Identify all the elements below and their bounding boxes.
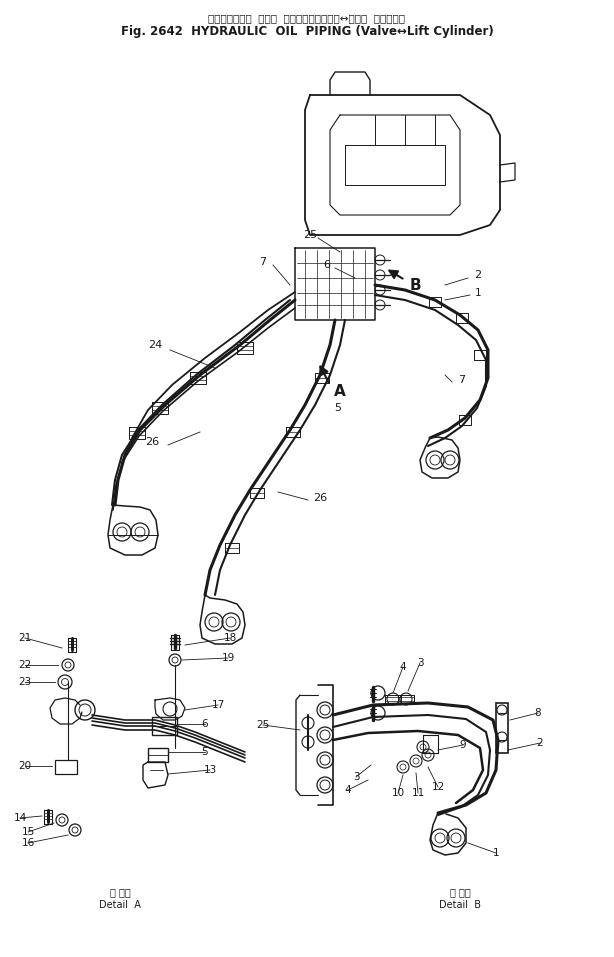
Text: 13: 13: [203, 765, 217, 775]
Text: 17: 17: [211, 700, 225, 710]
Text: 6: 6: [324, 260, 330, 270]
Text: 5: 5: [335, 403, 341, 413]
Text: 21: 21: [18, 633, 32, 643]
Bar: [152, 717, 177, 735]
Text: 25: 25: [303, 230, 317, 240]
Text: 26: 26: [313, 493, 327, 503]
Text: Detail  A: Detail A: [99, 900, 141, 910]
Text: 12: 12: [432, 782, 445, 792]
Text: 10: 10: [392, 788, 405, 798]
Text: 20: 20: [18, 761, 31, 771]
Text: 6: 6: [201, 719, 208, 729]
Bar: [148, 748, 168, 762]
Text: 1: 1: [492, 848, 499, 858]
Text: 24: 24: [148, 340, 162, 350]
Text: Detail  B: Detail B: [439, 900, 481, 910]
Text: 22: 22: [18, 660, 32, 670]
Text: 14: 14: [14, 813, 26, 823]
Text: A: A: [334, 385, 346, 399]
Text: 4: 4: [400, 662, 406, 672]
Text: 3: 3: [352, 772, 359, 782]
Bar: [496, 703, 508, 753]
Text: 26: 26: [145, 437, 159, 447]
Text: 18: 18: [223, 633, 236, 643]
Text: 2: 2: [537, 738, 543, 748]
Text: 7: 7: [260, 257, 266, 267]
Text: 11: 11: [411, 788, 425, 798]
Text: 23: 23: [18, 677, 32, 687]
Text: 7: 7: [459, 375, 465, 385]
Text: Fig. 2642  HYDRAULIC  OIL  PIPING (Valve↔Lift Cylinder): Fig. 2642 HYDRAULIC OIL PIPING (Valve↔Li…: [120, 26, 494, 38]
Text: B: B: [409, 278, 421, 293]
Text: Ａ 詳細: Ａ 詳細: [110, 887, 130, 897]
Text: 4: 4: [344, 785, 351, 795]
Text: 15: 15: [21, 827, 34, 837]
Text: Ｂ 詳細: Ｂ 詳細: [449, 887, 470, 897]
Text: 25: 25: [257, 720, 270, 730]
Text: 1: 1: [475, 288, 481, 298]
Text: ハイドロリック  オイル  パイピング（バルブ↔リフト  シリンダ）: ハイドロリック オイル パイピング（バルブ↔リフト シリンダ）: [209, 13, 405, 23]
Bar: [55, 760, 77, 774]
Text: 2: 2: [475, 270, 481, 280]
Text: 16: 16: [21, 838, 34, 848]
Text: 5: 5: [201, 747, 208, 757]
Text: 3: 3: [417, 658, 423, 668]
Text: 19: 19: [222, 653, 235, 663]
Text: 9: 9: [460, 740, 466, 750]
Text: 8: 8: [535, 708, 542, 718]
